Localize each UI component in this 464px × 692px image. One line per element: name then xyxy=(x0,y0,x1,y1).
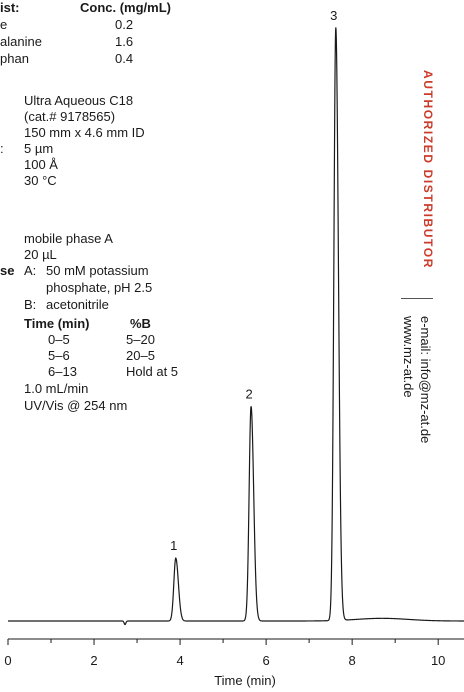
sidebar-divider xyxy=(401,298,433,299)
gradient-time: 5–6 xyxy=(48,348,70,363)
particle-size: 5 µm xyxy=(24,141,54,156)
x-tick-label: 4 xyxy=(176,653,183,668)
column-dimensions: 150 mm x 4.6 mm ID xyxy=(24,125,145,140)
gradient-time: 0–5 xyxy=(48,332,70,347)
temperature: 30 °C xyxy=(24,173,57,188)
x-tick-label: 6 xyxy=(262,653,269,668)
x-tick-label: 2 xyxy=(90,653,97,668)
pore-size: 100 Å xyxy=(24,157,58,172)
analyte-conc: 0.2 xyxy=(115,17,134,32)
website-text: www.mz-at.de xyxy=(401,316,416,398)
mobile-a-line: phosphate, pH 2.5 xyxy=(46,280,153,295)
gradient-b: 5–20 xyxy=(126,332,155,347)
gradient-time: 6–13 xyxy=(48,364,77,379)
detector: UV/Vis @ 254 nm xyxy=(24,398,128,413)
column-name: Ultra Aqueous C18 xyxy=(24,93,134,108)
analyte-name: phan xyxy=(0,51,29,66)
peak-label: 3 xyxy=(330,8,337,23)
gradient-b: 20–5 xyxy=(126,348,155,363)
gradient-b: Hold at 5 xyxy=(126,364,179,379)
analyte-name: e xyxy=(0,17,8,32)
analyte-name: alanine xyxy=(0,34,42,49)
authorized-distributor-label: AUTHORIZED DISTRIBUTOR xyxy=(421,70,435,269)
email-text: e-mail: info@mz-at.de xyxy=(418,316,433,444)
injection-volume: 20 µL xyxy=(24,247,57,262)
peak-label: 1 xyxy=(170,538,177,553)
mobile-b-label: B: xyxy=(24,297,37,312)
chromatogram-trace xyxy=(8,27,464,626)
x-axis-title: Time (min) xyxy=(214,673,276,688)
mobile-phase-prefix: se xyxy=(0,263,15,278)
mobile-b: acetonitrile xyxy=(46,297,109,312)
mobile-a-label: A: xyxy=(24,263,37,278)
particle-prefix: : xyxy=(0,141,4,156)
analyte-conc: 0.4 xyxy=(115,51,134,66)
mobile-a-line: 50 mM potassium xyxy=(46,263,149,278)
gradient-b-header: %B xyxy=(130,316,151,331)
x-tick-label: 0 xyxy=(4,653,11,668)
peak-label: 2 xyxy=(245,386,252,401)
analyte-conc: 1.6 xyxy=(115,34,134,49)
x-tick-label: 8 xyxy=(349,653,356,668)
x-tick-label: 10 xyxy=(431,653,445,668)
conc-header: Conc. (mg/mL) xyxy=(80,0,171,15)
analyte-header: ist: xyxy=(0,0,20,15)
diluent: mobile phase A xyxy=(24,231,113,246)
column-catalog: (cat.# 9178565) xyxy=(24,109,116,124)
gradient-time-header: Time (min) xyxy=(24,316,90,331)
flow-rate: 1.0 mL/min xyxy=(24,381,89,396)
